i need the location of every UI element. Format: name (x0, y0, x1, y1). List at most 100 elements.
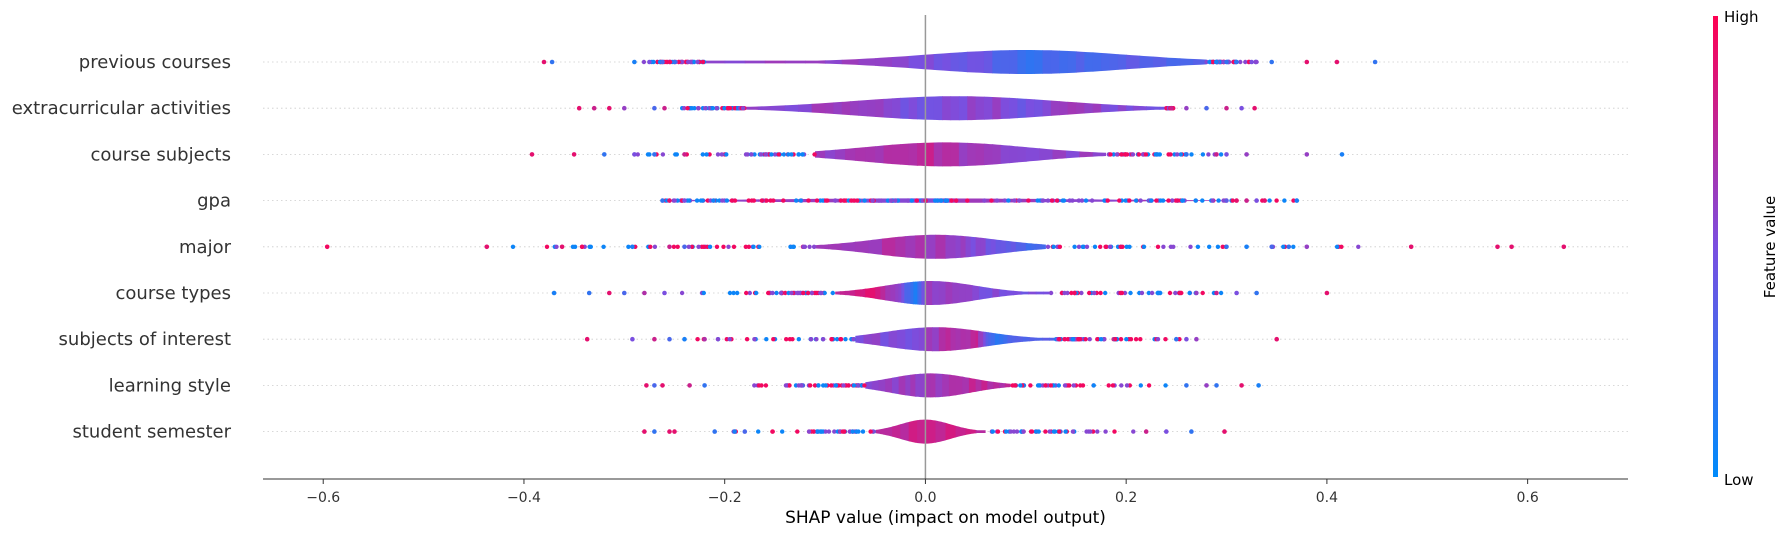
violin-color-band (1042, 50, 1052, 74)
shap-dot (868, 429, 873, 434)
shap-dot (672, 429, 677, 434)
shap-dot (732, 106, 738, 111)
shap-dot (939, 198, 944, 203)
violin-color-band (1084, 96, 1094, 121)
shap-dot (1188, 244, 1193, 249)
shap-dot (1133, 337, 1139, 342)
shap-dot (571, 152, 577, 157)
shap-dot (692, 59, 697, 65)
shap-dot (1207, 244, 1212, 249)
violin-color-band (1075, 96, 1085, 121)
violin-color-band (985, 234, 992, 259)
violin-color-band (804, 50, 826, 74)
shap-dot (1095, 337, 1100, 342)
shap-dot (1158, 198, 1163, 203)
violin-color-band (1003, 327, 1008, 352)
violin-color-band (912, 327, 920, 352)
violin-color-band (1101, 96, 1111, 121)
shap-dot (1071, 383, 1076, 388)
violin-color-band (1139, 50, 1154, 74)
violin-color-band (764, 50, 786, 74)
violin-color-band (1139, 96, 1147, 121)
shap-dot (559, 244, 565, 250)
shap-dot (702, 336, 707, 342)
shap-dot (1103, 244, 1108, 249)
shap-dot (752, 337, 757, 342)
shap-dot (1123, 198, 1128, 203)
shap-dot (1040, 198, 1045, 203)
shap-dot (701, 244, 706, 249)
shap-dot (660, 383, 665, 388)
violin-color-band (1009, 50, 1019, 74)
violin-shape (865, 373, 1011, 398)
shap-dot (1200, 290, 1205, 296)
dot-cloud (529, 152, 1345, 157)
shap-dot (1143, 152, 1149, 157)
feature-row: subjects of interest (59, 327, 1628, 352)
shap-dot (1069, 290, 1074, 296)
violin-color-band (880, 281, 886, 305)
shap-dot (806, 198, 811, 203)
violin-color-band (841, 96, 851, 121)
violin-color-band (950, 96, 960, 121)
violin-color-band (995, 234, 1002, 259)
shap-dot (652, 244, 658, 249)
shap-dot (700, 152, 705, 157)
shap-dot (1016, 198, 1022, 203)
shap-dot (780, 429, 785, 434)
x-axis-title: SHAP value (impact on model output) (785, 508, 1106, 528)
shap-dot (1214, 152, 1219, 157)
violin-color-band (1126, 96, 1134, 121)
shap-dot (1244, 198, 1249, 203)
shap-dot (541, 59, 547, 65)
violin-color-band (841, 50, 860, 74)
violin-color-band (1000, 142, 1010, 167)
shap-dot (722, 106, 727, 111)
shap-dot (641, 59, 647, 65)
violin-color-band (1117, 50, 1127, 74)
shap-dot (682, 336, 687, 342)
shap-dot (702, 383, 707, 388)
shap-dot (764, 198, 769, 203)
violin-color-band (895, 281, 899, 305)
violin-color-band (815, 234, 830, 259)
violin-color-band (1034, 50, 1044, 74)
shap-dot (821, 337, 826, 342)
shap-dot (1114, 152, 1120, 157)
shap-dot (714, 106, 719, 111)
shap-dot (1087, 290, 1092, 296)
feature-label: subjects of interest (59, 329, 231, 350)
violin-color-band (942, 50, 952, 74)
violin-color-band (942, 373, 950, 398)
shap-dot (1084, 244, 1090, 249)
shap-dot (1256, 383, 1261, 388)
shap-dot (830, 290, 835, 296)
violin-color-band (1020, 281, 1029, 305)
shap-dot (749, 198, 754, 203)
shap-dot (660, 152, 666, 157)
shap-dot (814, 337, 819, 342)
shap-dot (1006, 198, 1011, 203)
shap-dot (833, 198, 838, 203)
shap-dot (1057, 429, 1062, 434)
violin-color-band (1042, 96, 1052, 121)
shap-dot (652, 105, 657, 111)
shap-dot (1244, 152, 1249, 157)
shap-dot (774, 290, 779, 296)
shap-dot (1495, 244, 1500, 250)
shap-dot (1118, 244, 1123, 249)
shap-dot (1244, 244, 1249, 250)
shap-dot (799, 383, 804, 388)
shap-dot (829, 383, 834, 388)
shap-dot (652, 336, 657, 342)
violin-color-band (970, 234, 977, 259)
shap-dot (630, 244, 635, 250)
shap-dot (1079, 198, 1085, 203)
violin-color-band (958, 96, 968, 121)
shap-dot (642, 429, 647, 434)
shap-dot (529, 152, 535, 157)
shap-dot (1079, 290, 1084, 296)
violin-color-band (975, 96, 985, 121)
violin-color-band (908, 50, 927, 74)
violin-color-band (1007, 327, 1013, 352)
